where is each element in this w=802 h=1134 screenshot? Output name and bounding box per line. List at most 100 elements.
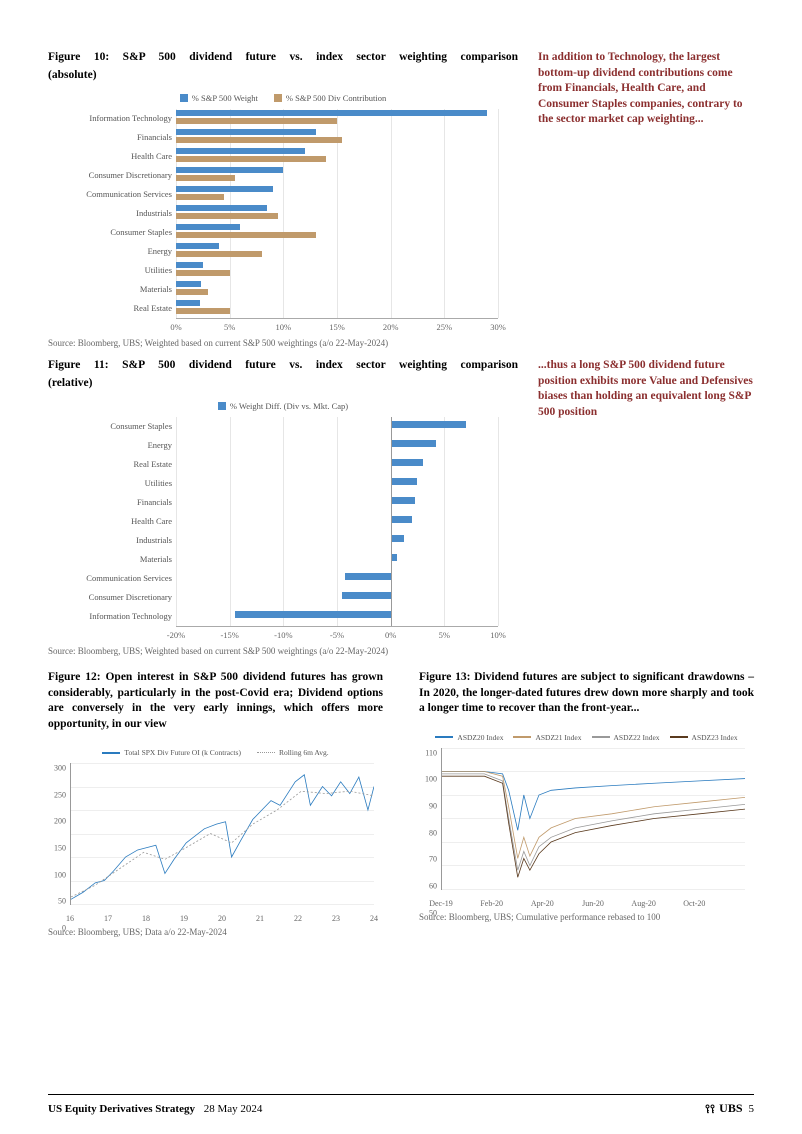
category-label: Consumer Discretionary <box>58 170 176 180</box>
fig11-row: Figure 11: S&P 500 dividend future vs. i… <box>48 358 754 656</box>
bar-weight <box>176 281 201 287</box>
line-icon <box>592 736 610 738</box>
fig13-chart: ASDZ20 Index ASDZ21 Index ASDZ22 Index ASDZ… <box>419 725 754 908</box>
line-icon <box>102 752 120 754</box>
keys-icon <box>704 1103 716 1115</box>
bar-div <box>176 213 278 219</box>
line-icon <box>435 736 453 738</box>
legend-label: ASDZ23 Index <box>692 733 738 742</box>
fig12-title: Figure 12: Open interest in S&P 500 divi… <box>48 670 383 732</box>
fig10-title-l1: Figure 10: S&P 500 dividend future vs. i… <box>48 50 518 66</box>
fig10-legend-b: % S&P 500 Div Contribution <box>274 93 386 103</box>
category-label: Financials <box>58 132 176 142</box>
bar-cell <box>176 569 498 586</box>
sidenote: ...thus a long S&P 500 dividend future p… <box>538 358 754 420</box>
category-label: Health Care <box>58 151 176 161</box>
bar-cell <box>176 455 498 472</box>
page-number: 5 <box>749 1103 755 1115</box>
bar-group <box>176 299 498 316</box>
bar-diff <box>342 592 390 599</box>
bar-cell <box>176 417 498 434</box>
bar-weight <box>176 224 240 230</box>
bar-group <box>176 242 498 259</box>
bar-diff <box>391 421 466 428</box>
bar-group <box>176 185 498 202</box>
legend-label: % Weight Diff. (Div vs. Mkt. Cap) <box>230 401 348 411</box>
hbar-row: Industrials <box>58 204 498 221</box>
bar-div <box>176 156 326 162</box>
footer-left: US Equity Derivatives Strategy 28 May 20… <box>48 1103 262 1115</box>
bar-div <box>176 175 235 181</box>
div-row: Real Estate <box>58 455 498 472</box>
bar-weight <box>176 300 200 306</box>
fig11-chart: % Weight Diff. (Div vs. Mkt. Cap) Consum… <box>48 393 518 642</box>
fig12-legend-b: Rolling 6m Avg. <box>257 748 329 757</box>
category-label: Industrials <box>58 535 176 545</box>
fig13-legend: ASDZ20 Index ASDZ21 Index ASDZ22 Index ASDZ… <box>419 733 754 742</box>
fig10-bars: Information Technology Financials Health C… <box>58 109 498 334</box>
bar-diff <box>391 440 436 447</box>
fig10-main: Figure 10: S&P 500 dividend future vs. i… <box>48 50 518 348</box>
footer-right: UBS 5 <box>704 1101 754 1116</box>
fig12-col: Figure 12: Open interest in S&P 500 divi… <box>48 670 383 937</box>
fig11-main: Figure 11: S&P 500 dividend future vs. i… <box>48 358 518 656</box>
category-label: Information Technology <box>58 113 176 123</box>
bar-group <box>176 109 498 126</box>
bar-group <box>176 223 498 240</box>
bar-weight <box>176 205 267 211</box>
bar-diff <box>345 573 391 580</box>
fig10-legend: % S&P 500 Weight % S&P 500 Div Contribut… <box>48 93 518 103</box>
fig13-line: 5060708090100110Dec-19Feb-20Apr-20Jun-20… <box>419 748 749 908</box>
category-label: Communication Services <box>58 189 176 199</box>
bar-weight <box>176 148 305 154</box>
bar-weight <box>176 262 203 268</box>
square-icon <box>218 402 226 410</box>
bar-group <box>176 204 498 221</box>
fig11-title-l1: Figure 11: S&P 500 dividend future vs. i… <box>48 358 518 374</box>
legend-label: Rolling 6m Avg. <box>279 748 329 757</box>
fig13-legend-item: ASDZ20 Index <box>435 733 503 742</box>
bar-div <box>176 251 262 257</box>
hbar-row: Materials <box>58 280 498 297</box>
bar-diff <box>391 478 418 485</box>
div-row: Utilities <box>58 474 498 491</box>
bar-diff <box>391 516 412 523</box>
category-label: Communication Services <box>58 573 176 583</box>
bar-cell <box>176 493 498 510</box>
bar-div <box>176 270 230 276</box>
bar-group <box>176 147 498 164</box>
fig10-legend-a: % S&P 500 Weight <box>180 93 258 103</box>
fig13-legend-item: ASDZ23 Index <box>670 733 738 742</box>
fig12-chart: Total SPX Div Future OI (k Contracts) Ro… <box>48 740 383 923</box>
fig11-source: Source: Bloomberg, UBS; Weighted based o… <box>48 646 518 656</box>
hbar-row: Communication Services <box>58 185 498 202</box>
div-row: Consumer Staples <box>58 417 498 434</box>
bar-div <box>176 232 316 238</box>
line-icon <box>513 736 531 738</box>
legend-label: ASDZ22 Index <box>614 733 660 742</box>
fig12-legend-a: Total SPX Div Future OI (k Contracts) <box>102 748 241 757</box>
bar-weight <box>176 129 316 135</box>
div-row: Energy <box>58 436 498 453</box>
ubs-logo: UBS <box>704 1101 742 1116</box>
fig10-row: Figure 10: S&P 500 dividend future vs. i… <box>48 50 754 348</box>
category-label: Health Care <box>58 516 176 526</box>
brand-text: UBS <box>719 1101 742 1116</box>
bar-div <box>176 118 337 124</box>
bar-cell <box>176 550 498 567</box>
category-label: Consumer Discretionary <box>58 592 176 602</box>
bar-diff <box>391 535 404 542</box>
bar-cell <box>176 588 498 605</box>
fig12-source: Source: Bloomberg, UBS; Data a/o 22-May-… <box>48 927 383 937</box>
bar-diff <box>391 497 416 504</box>
legend-label: % S&P 500 Div Contribution <box>286 93 386 103</box>
fig10-source: Source: Bloomberg, UBS; Weighted based o… <box>48 338 518 348</box>
category-label: Information Technology <box>58 611 176 621</box>
div-row: Financials <box>58 493 498 510</box>
legend-label: ASDZ21 Index <box>535 733 581 742</box>
fig13-source: Source: Bloomberg, UBS; Cumulative perfo… <box>419 912 754 922</box>
fig10-chart: % S&P 500 Weight % S&P 500 Div Contribut… <box>48 85 518 334</box>
hbar-row: Utilities <box>58 261 498 278</box>
bar-div <box>176 194 224 200</box>
div-row: Consumer Discretionary <box>58 588 498 605</box>
